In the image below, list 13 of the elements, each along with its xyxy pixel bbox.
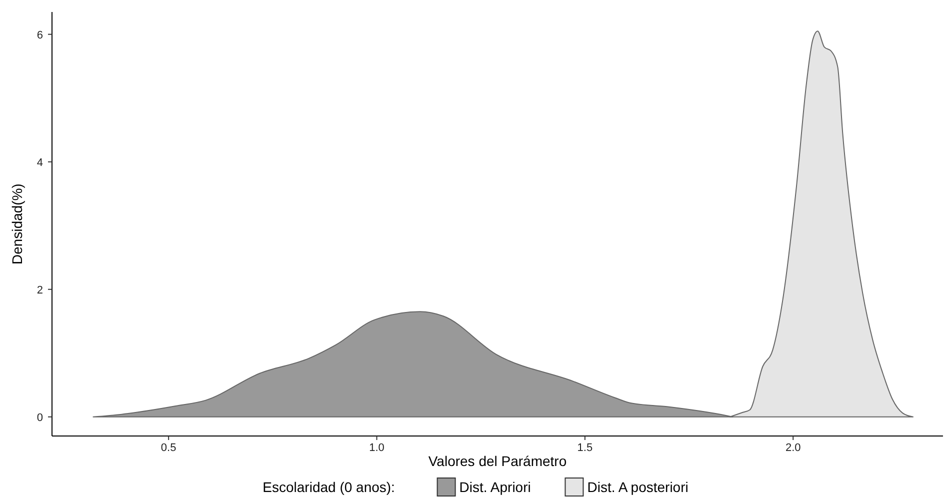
y-tick-label: 4 xyxy=(36,156,43,169)
x-axis-title: Valores del Parámetro xyxy=(428,453,567,469)
x-tick-label: 0.5 xyxy=(160,442,176,454)
y-tick-label: 6 xyxy=(36,29,43,42)
legend-label: Dist. A posteriori xyxy=(587,479,688,495)
x-tick-label: 2.0 xyxy=(785,442,801,454)
y-tick-label: 0 xyxy=(36,412,43,424)
x-tick-label: 1.5 xyxy=(577,442,593,454)
y-axis-title: Densidad(%) xyxy=(9,184,25,264)
y-tick-label: 2 xyxy=(36,284,43,296)
legend-label: Dist. Apriori xyxy=(459,479,531,495)
x-tick-label: 1.0 xyxy=(369,442,384,454)
legend-title: Escolaridad (0 anos): xyxy=(262,479,395,495)
